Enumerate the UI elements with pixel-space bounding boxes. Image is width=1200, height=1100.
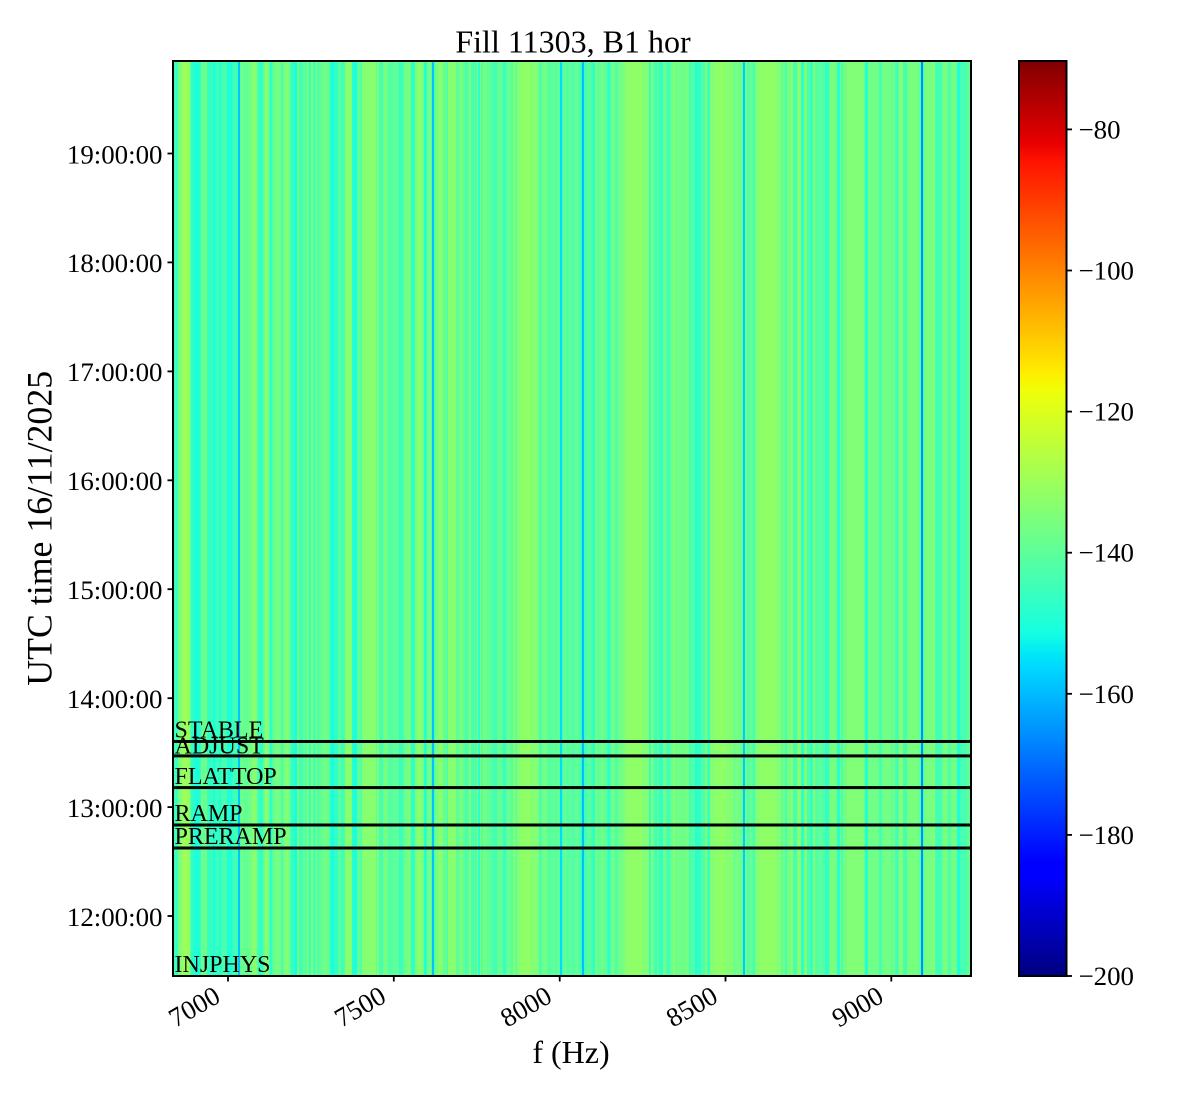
- svg-text:19:00:00: 19:00:00: [67, 139, 163, 169]
- svg-text:13:00:00: 13:00:00: [67, 793, 163, 823]
- svg-text:RAMP: RAMP: [175, 801, 243, 827]
- svg-text:Fill 11303, B1 hor: Fill 11303, B1 hor: [455, 23, 691, 59]
- svg-text:18:00:00: 18:00:00: [67, 248, 163, 278]
- svg-text:17:00:00: 17:00:00: [67, 357, 163, 387]
- svg-text:16:00:00: 16:00:00: [67, 466, 163, 496]
- svg-text:14:00:00: 14:00:00: [67, 684, 163, 714]
- svg-text:15:00:00: 15:00:00: [67, 575, 163, 605]
- svg-text:STABLE: STABLE: [175, 718, 264, 744]
- svg-text:−160: −160: [1079, 679, 1135, 709]
- svg-text:−180: −180: [1079, 820, 1135, 850]
- svg-text:PRERAMP: PRERAMP: [175, 824, 287, 850]
- svg-text:12:00:00: 12:00:00: [67, 902, 163, 932]
- svg-text:UTC time 16/11/2025: UTC time 16/11/2025: [20, 371, 60, 686]
- svg-text:f (Hz): f (Hz): [532, 1034, 609, 1070]
- svg-text:−80: −80: [1079, 114, 1121, 144]
- svg-text:−120: −120: [1079, 397, 1135, 427]
- svg-text:ADJUST: ADJUST: [175, 733, 265, 759]
- svg-text:−140: −140: [1079, 538, 1135, 568]
- svg-text:FLATTOP: FLATTOP: [175, 764, 277, 790]
- svg-text:−100: −100: [1079, 256, 1135, 286]
- svg-text:−200: −200: [1079, 961, 1135, 991]
- svg-text:INJPHYS: INJPHYS: [175, 952, 271, 978]
